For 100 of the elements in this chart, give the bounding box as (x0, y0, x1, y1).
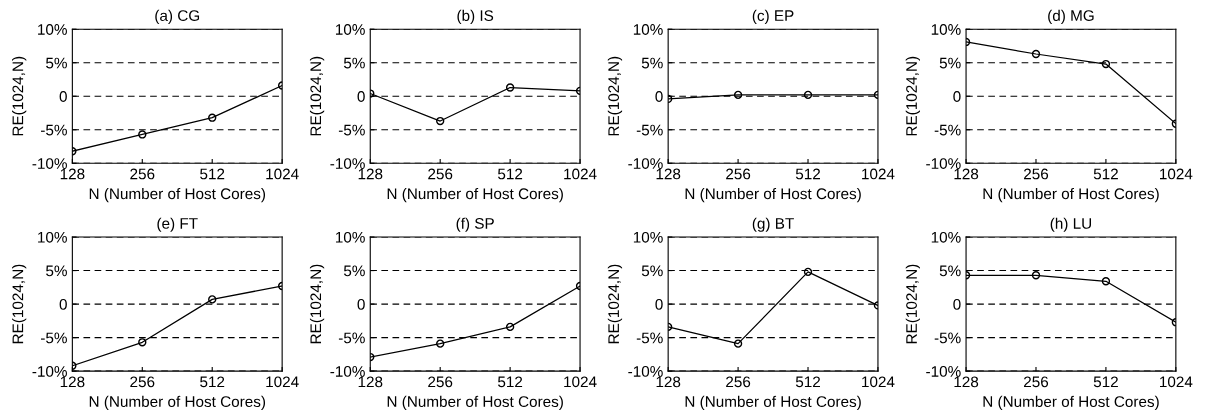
y-tick-label: 10% (931, 24, 961, 35)
x-tick-label: 256 (130, 168, 155, 180)
x-tick-label: 1024 (1160, 376, 1193, 388)
x-tick-label: 1024 (266, 168, 299, 180)
y-axis-title: RE(1024,N) (607, 56, 623, 136)
x-tick-label: 1024 (266, 376, 299, 388)
y-tick-label: 0 (357, 298, 365, 310)
x-axis-title: N (Number of Host Cores) (387, 187, 563, 203)
y-tick-label: -10% (330, 158, 365, 169)
x-tick-label: 128 (358, 376, 383, 388)
x-tick-label: 512 (497, 376, 523, 388)
x-tick-label: 128 (954, 168, 979, 180)
x-tick-label: 256 (130, 376, 155, 388)
y-tick-label: 5% (641, 265, 663, 277)
y-axis-title: RE(1024,N) (309, 56, 325, 136)
y-tick-label: 5% (641, 57, 663, 69)
y-tick-label: -5% (338, 332, 365, 344)
point (208, 295, 217, 304)
chart-title: (f) SP (456, 217, 494, 232)
y-tick-label: 10% (633, 231, 663, 243)
y-tick-label: 5% (939, 57, 961, 69)
y-tick-label: 5% (46, 57, 67, 69)
x-tick-label: 1024 (862, 168, 895, 180)
chart-title: (b) IS (457, 9, 494, 25)
x-tick-label: 256 (428, 168, 453, 180)
x-tick-label: 1024 (862, 376, 895, 388)
y-tick-label: -5% (636, 332, 663, 344)
y-tick-label: -10% (926, 158, 961, 169)
y-tick-label: -5% (934, 124, 961, 136)
chart-title: (d) MG (1048, 9, 1094, 25)
y-tick-label: 10% (633, 24, 663, 35)
y-tick-label: 0 (953, 298, 961, 310)
x-tick-label: 512 (200, 376, 225, 388)
y-tick-label: 10% (335, 231, 365, 243)
x-tick-label: 128 (656, 376, 681, 388)
y-axis-title: RE(1024,N) (905, 264, 920, 344)
x-tick-label: 256 (726, 376, 751, 388)
x-axis-title: N (Number of Host Cores) (89, 187, 266, 203)
x-axis-title: N (Number of Host Cores) (983, 187, 1159, 203)
point (436, 339, 445, 348)
x-tick-label: 256 (1024, 168, 1049, 180)
x-tick-label: 128 (358, 168, 383, 180)
x-tick-label: 128 (60, 168, 85, 180)
chart-title: (h) LU (1050, 217, 1091, 232)
y-tick-label: 5% (343, 265, 365, 277)
y-tick-label: 5% (343, 57, 365, 69)
y-tick-label: 0 (953, 91, 961, 102)
chart-title: (c) EP (752, 9, 794, 25)
point (208, 113, 217, 122)
x-axis-title: N (Number of Host Cores) (685, 395, 861, 411)
y-tick-label: -10% (628, 366, 663, 377)
y-tick-label: -5% (338, 124, 365, 136)
y-axis-title: RE(1024,N) (905, 56, 920, 136)
y-tick-label: -5% (41, 124, 67, 136)
y-axis-title: RE(1024,N) (309, 264, 325, 344)
point (138, 338, 147, 347)
y-axis-title: RE(1024,N) (12, 264, 27, 344)
chart-title: (g) BT (752, 217, 794, 232)
x-tick-label: 512 (1093, 376, 1118, 388)
x-axis-title: N (Number of Host Cores) (387, 395, 563, 411)
x-tick-label: 1024 (1160, 168, 1193, 180)
y-tick-label: 0 (59, 298, 67, 310)
y-tick-label: 10% (38, 231, 67, 243)
y-axis-title: RE(1024,N) (12, 56, 27, 136)
y-tick-label: 0 (655, 298, 663, 310)
y-tick-label: 0 (655, 91, 663, 102)
y-tick-label: -10% (32, 366, 67, 377)
y-tick-label: 0 (357, 91, 365, 102)
y-tick-label: 10% (38, 24, 67, 35)
chart-title: (e) FT (157, 217, 198, 232)
x-axis-title: N (Number of Host Cores) (983, 395, 1159, 411)
x-axis-title: N (Number of Host Cores) (685, 187, 861, 203)
y-tick-label: 10% (335, 24, 365, 35)
y-tick-label: 5% (46, 265, 67, 277)
x-tick-label: 512 (497, 168, 523, 180)
y-tick-label: 10% (931, 231, 961, 243)
x-tick-label: 256 (726, 168, 751, 180)
y-tick-label: -10% (32, 158, 67, 169)
x-tick-label: 512 (795, 168, 820, 180)
y-tick-label: 5% (939, 265, 961, 277)
y-axis-title: RE(1024,N) (607, 264, 623, 344)
point (436, 116, 445, 126)
x-tick-label: 1024 (564, 376, 597, 388)
y-tick-label: -5% (636, 124, 663, 136)
x-tick-label: 128 (656, 168, 681, 180)
x-tick-label: 512 (200, 168, 225, 180)
x-axis-title: N (Number of Host Cores) (89, 395, 266, 411)
y-tick-label: -10% (330, 366, 365, 377)
x-tick-label: 512 (1093, 168, 1118, 180)
y-tick-label: -10% (926, 366, 961, 377)
y-tick-label: -5% (41, 332, 67, 344)
y-tick-label: -5% (934, 332, 961, 344)
y-tick-label: -10% (628, 158, 663, 169)
x-tick-label: 256 (1024, 376, 1049, 388)
y-tick-label: 0 (59, 91, 67, 102)
point (138, 130, 147, 139)
x-tick-label: 128 (954, 376, 979, 388)
x-tick-label: 128 (60, 376, 85, 388)
chart-title: (a) CG (155, 9, 200, 25)
x-tick-label: 512 (795, 376, 820, 388)
